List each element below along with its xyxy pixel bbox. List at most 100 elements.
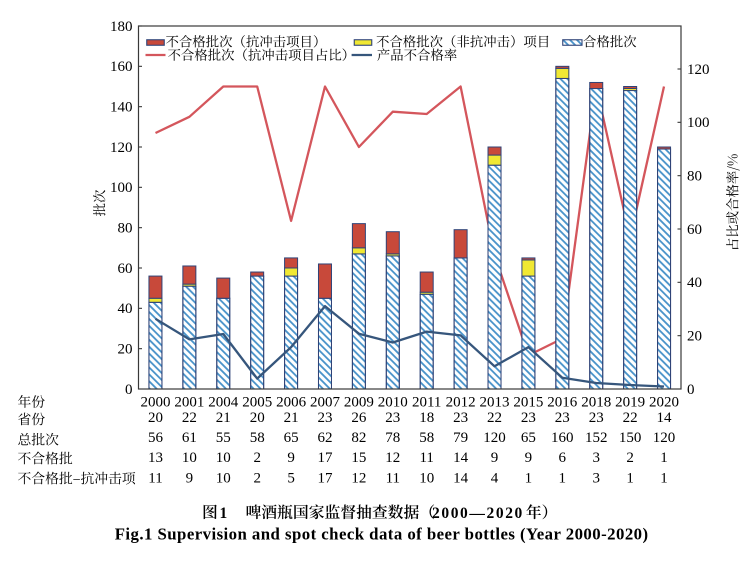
svg-text:20: 20 [118, 342, 133, 358]
svg-text:4: 4 [491, 471, 499, 487]
svg-text:100: 100 [687, 115, 710, 131]
svg-text:180: 180 [110, 19, 133, 35]
svg-text:2001: 2001 [174, 395, 204, 411]
svg-text:21: 21 [216, 410, 231, 426]
svg-text:56: 56 [148, 430, 164, 446]
svg-text:Fig.1 Supervision and spot che: Fig.1 Supervision and spot check data of… [115, 525, 649, 544]
svg-text:1: 1 [660, 450, 668, 466]
svg-text:1: 1 [626, 471, 634, 487]
svg-text:120: 120 [653, 430, 676, 446]
svg-text:65: 65 [284, 430, 299, 446]
svg-text:23: 23 [318, 410, 333, 426]
svg-text:2018: 2018 [581, 395, 611, 411]
svg-text:80: 80 [687, 169, 702, 185]
svg-text:14: 14 [657, 410, 673, 426]
svg-text:2016: 2016 [547, 395, 578, 411]
svg-text:61: 61 [182, 430, 197, 446]
svg-text:1: 1 [220, 505, 228, 522]
svg-text:120: 120 [687, 62, 710, 78]
svg-text:2015: 2015 [513, 395, 543, 411]
svg-text:3: 3 [592, 450, 600, 466]
svg-text:140: 140 [110, 100, 133, 116]
svg-text:17: 17 [318, 471, 334, 487]
svg-text:2012: 2012 [446, 395, 476, 411]
svg-text:22: 22 [487, 410, 502, 426]
svg-text:79: 79 [453, 430, 468, 446]
svg-text:22: 22 [623, 410, 638, 426]
svg-text:0: 0 [687, 382, 695, 398]
svg-text:2009: 2009 [344, 395, 374, 411]
svg-text:160: 160 [551, 430, 574, 446]
svg-text:14: 14 [453, 471, 469, 487]
svg-text:80: 80 [118, 221, 133, 237]
svg-text:2006: 2006 [276, 395, 307, 411]
svg-text:10: 10 [419, 471, 434, 487]
svg-text:2019: 2019 [615, 395, 645, 411]
svg-text:40: 40 [687, 275, 702, 291]
svg-text:23: 23 [521, 410, 536, 426]
svg-text:2007: 2007 [310, 395, 341, 411]
svg-text:17: 17 [318, 450, 334, 466]
svg-text:2: 2 [253, 450, 261, 466]
svg-text:20: 20 [250, 410, 265, 426]
svg-text:2: 2 [253, 471, 261, 487]
svg-text:11: 11 [386, 471, 400, 487]
svg-text:160: 160 [110, 59, 133, 75]
svg-text:58: 58 [419, 430, 434, 446]
svg-text:10: 10 [216, 450, 231, 466]
svg-text:5: 5 [287, 471, 295, 487]
svg-text:150: 150 [619, 430, 642, 446]
svg-text:120: 120 [110, 140, 133, 156]
svg-text:9: 9 [491, 450, 499, 466]
svg-text:40: 40 [118, 301, 133, 317]
svg-text:9: 9 [287, 450, 295, 466]
svg-text:3: 3 [592, 471, 600, 487]
svg-text:11: 11 [148, 471, 162, 487]
svg-text:2020: 2020 [649, 395, 679, 411]
svg-text:18: 18 [419, 410, 434, 426]
svg-text:62: 62 [318, 430, 333, 446]
svg-text:12: 12 [351, 471, 366, 487]
svg-text:12: 12 [385, 450, 400, 466]
svg-text:2010: 2010 [378, 395, 408, 411]
svg-text:23: 23 [453, 410, 468, 426]
svg-text:13: 13 [148, 450, 163, 466]
svg-text:26: 26 [351, 410, 367, 426]
svg-text:2013: 2013 [480, 395, 510, 411]
svg-text:1: 1 [525, 471, 533, 487]
svg-text:20: 20 [687, 329, 702, 345]
svg-text:9: 9 [186, 471, 194, 487]
svg-text:10: 10 [182, 450, 197, 466]
svg-text:2005: 2005 [242, 395, 272, 411]
svg-text:60: 60 [687, 222, 702, 238]
svg-text:22: 22 [182, 410, 197, 426]
svg-text:2000: 2000 [141, 395, 171, 411]
svg-text:0: 0 [125, 382, 133, 398]
svg-text:2: 2 [626, 450, 634, 466]
svg-text:60: 60 [118, 261, 133, 277]
svg-text:23: 23 [385, 410, 400, 426]
svg-text:2011: 2011 [412, 395, 441, 411]
svg-text:11: 11 [419, 450, 433, 466]
svg-text:21: 21 [284, 410, 299, 426]
svg-text:82: 82 [351, 430, 366, 446]
svg-text:15: 15 [351, 450, 366, 466]
svg-text:1: 1 [559, 471, 567, 487]
svg-text:58: 58 [250, 430, 265, 446]
svg-text:65: 65 [521, 430, 536, 446]
svg-text:78: 78 [385, 430, 400, 446]
svg-text:2004: 2004 [208, 395, 239, 411]
svg-text:6: 6 [559, 450, 567, 466]
svg-text:55: 55 [216, 430, 231, 446]
svg-text:23: 23 [555, 410, 570, 426]
svg-text:120: 120 [483, 430, 506, 446]
svg-text:14: 14 [453, 450, 469, 466]
svg-text:20: 20 [148, 410, 163, 426]
svg-text:100: 100 [110, 180, 133, 196]
svg-text:1: 1 [660, 471, 668, 487]
svg-text:2000—2020: 2000—2020 [432, 505, 524, 522]
svg-text:23: 23 [589, 410, 604, 426]
svg-text:9: 9 [525, 450, 533, 466]
svg-text:10: 10 [216, 471, 231, 487]
svg-text:152: 152 [585, 430, 608, 446]
